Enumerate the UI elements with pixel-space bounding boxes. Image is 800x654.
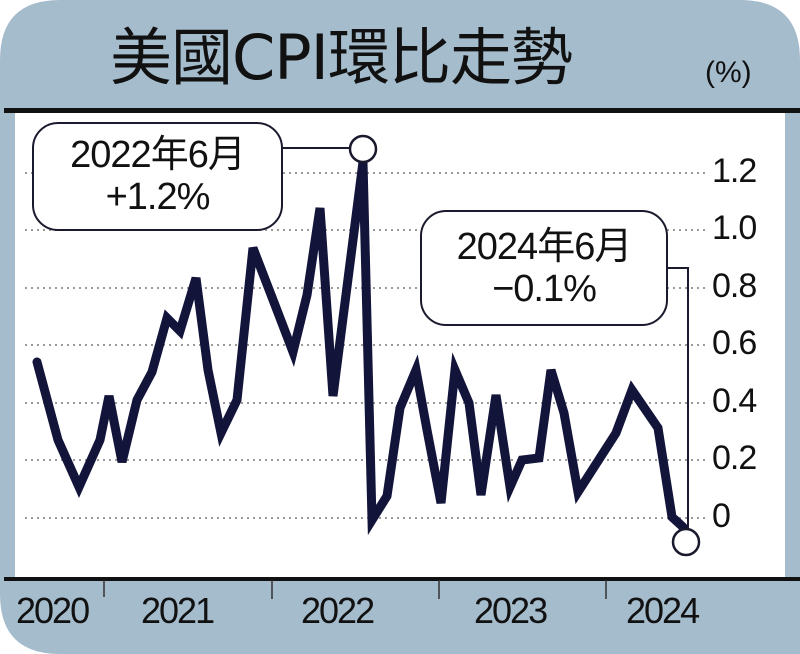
latest-callout: 2024年6月 −0.1% [420, 210, 668, 326]
peak-callout-value: +1.2% [105, 176, 211, 218]
y-tick-0-2: 0.2 [712, 439, 757, 477]
x-label-2021: 2021 [141, 590, 215, 631]
peak-callout-date: 2022年6月 [70, 134, 246, 176]
latest-callout-date: 2024年6月 [456, 226, 633, 268]
latest-callout-value: −0.1% [492, 268, 597, 310]
peak-callout: 2022年6月 +1.2% [32, 122, 283, 231]
x-axis-ticks [103, 580, 607, 599]
latest-connector [667, 267, 689, 529]
x-label-2020: 2020 [16, 590, 90, 631]
y-tick-0-8: 0.8 [712, 267, 757, 305]
peak-marker [348, 134, 378, 164]
x-label-2022: 2022 [301, 590, 375, 631]
chart-title: 美國CPI環比走勢 [110, 21, 573, 94]
y-tick-1-0: 1.0 [712, 209, 757, 247]
y-tick-1-2: 1.2 [712, 152, 757, 190]
x-label-2023: 2023 [474, 590, 548, 631]
unit-label: (%) [705, 56, 752, 89]
y-tick-0-6: 0.6 [712, 324, 757, 362]
x-label-2024: 2024 [626, 590, 700, 631]
y-tick-0-4: 0.4 [712, 382, 757, 420]
x-axis-line [4, 577, 800, 581]
title-divider [4, 108, 800, 113]
latest-marker [671, 527, 701, 557]
cpi-line-series [32, 161, 688, 536]
y-tick-0: 0 [712, 497, 731, 535]
